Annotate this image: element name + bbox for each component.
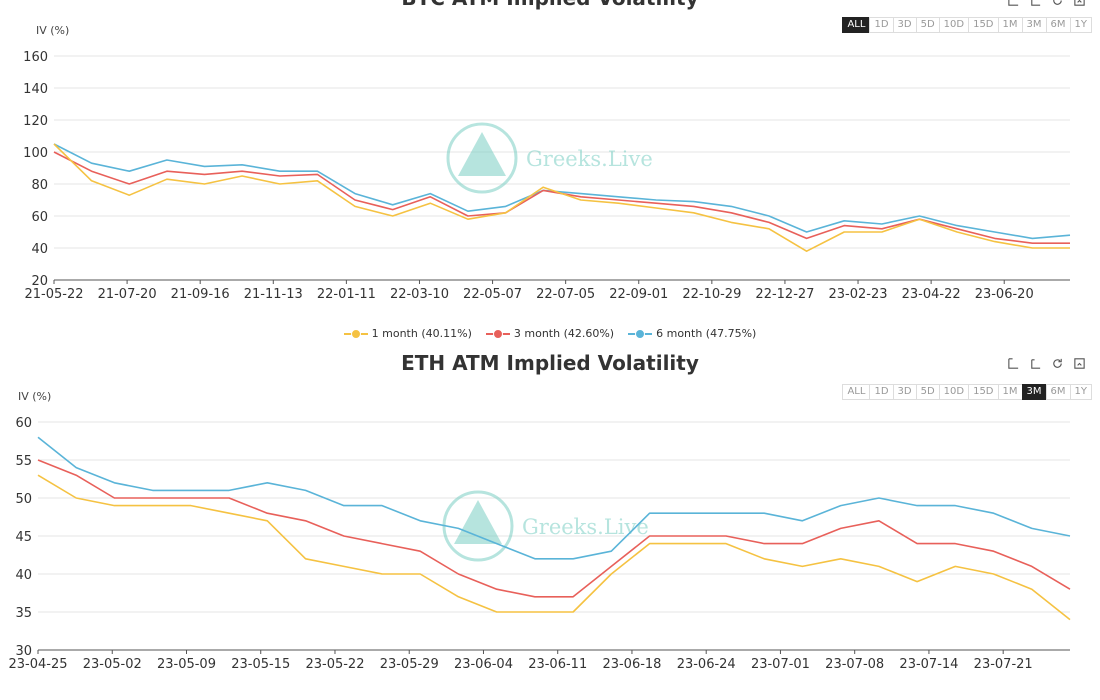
btc-toolbox [1007, 0, 1086, 7]
btc-y-axis-label: IV (%) [36, 24, 70, 37]
y-tick-label: 80 [31, 178, 48, 193]
watermark-text: Greeks.Live [522, 515, 649, 539]
x-tick-label: 23-06-04 [454, 657, 513, 672]
range-button-5d[interactable]: 5D [915, 384, 940, 400]
watermark-ring [446, 122, 518, 194]
y-tick-label: 20 [31, 274, 48, 289]
x-tick-label: 22-05-07 [463, 287, 522, 302]
x-tick-label: 22-03-10 [390, 287, 449, 302]
range-button-1y[interactable]: 1Y [1069, 384, 1092, 400]
x-tick-label: 23-05-29 [380, 657, 439, 672]
btc-chart-title: BTC ATM Implied Volatility [0, 0, 1100, 10]
series-line-1-month [37, 474, 1071, 621]
x-tick-label: 22-07-05 [536, 287, 595, 302]
zoom-reset-icon[interactable] [1029, 357, 1042, 370]
range-button-1y[interactable]: 1Y [1069, 17, 1092, 33]
btc-range-selector: ALL 1D 3D 5D 10D 15D 1M 3M 6M 1Y [842, 17, 1092, 33]
restore-icon[interactable] [1051, 0, 1064, 7]
x-tick-label: 22-10-29 [682, 287, 741, 302]
y-tick-label: 140 [23, 82, 48, 97]
btc-chart-panel: BTC ATM Implied Volatility ALL1D3D5D10D1… [0, 0, 1100, 348]
y-tick-label: 50 [15, 492, 32, 507]
legend-symbol [343, 328, 368, 339]
x-tick-label: 23-06-24 [677, 657, 736, 672]
x-tick-label: 22-01-11 [317, 287, 376, 302]
x-tick-label: 23-07-08 [825, 657, 884, 672]
zoom-icon[interactable] [1007, 0, 1020, 7]
greeks-live-watermark: Greeks.Live [446, 122, 653, 194]
y-tick-label: 30 [15, 644, 32, 659]
x-tick-label: 23-07-01 [751, 657, 810, 672]
x-tick-label: 22-09-01 [609, 287, 668, 302]
series-line-1-month [53, 143, 1070, 252]
y-tick-label: 100 [23, 146, 48, 161]
y-tick-label: 45 [15, 530, 32, 545]
watermark-text: Greeks.Live [526, 147, 653, 171]
y-tick-label: 60 [15, 416, 32, 431]
range-button-6m[interactable]: 6M [1045, 384, 1071, 400]
series-line-6-month [53, 143, 1071, 240]
eth-chart-title: ETH ATM Implied Volatility [401, 351, 699, 375]
x-tick-label: 23-04-22 [902, 287, 961, 302]
x-tick-label: 22-12-27 [755, 287, 814, 302]
legend-item[interactable]: 3 month (42.60%) [485, 327, 615, 340]
save-image-icon[interactable] [1073, 357, 1086, 370]
x-tick-label: 23-04-25 [8, 657, 67, 672]
eth-range-selector: ALL 1D 3D 5D 10D 15D 1M 3M 6M 1Y [842, 384, 1092, 400]
range-button-6m[interactable]: 6M [1045, 17, 1071, 33]
btc-legend: 1 month (40.11%) 3 month (42.60%) 6 month … [0, 327, 1100, 340]
x-tick-label: 21-05-22 [24, 287, 83, 302]
save-image-icon[interactable] [1073, 0, 1086, 7]
zoom-reset-icon[interactable] [1029, 0, 1042, 7]
watermark-triangle-icon [458, 132, 506, 176]
legend-symbol [628, 328, 653, 339]
y-tick-label: 40 [31, 242, 48, 257]
x-tick-label: 23-06-20 [975, 287, 1034, 302]
range-button-1d[interactable]: 1D [869, 17, 894, 33]
watermark-triangle-icon [454, 500, 502, 544]
y-tick-label: 160 [23, 50, 48, 65]
zoom-icon[interactable] [1007, 357, 1020, 370]
x-tick-label: 21-09-16 [171, 287, 230, 302]
x-tick-label: 23-06-11 [528, 657, 587, 672]
x-tick-label: 23-02-23 [829, 287, 888, 302]
x-tick-label: 21-07-20 [98, 287, 157, 302]
x-tick-label: 23-07-14 [899, 657, 958, 672]
legend-symbol [485, 328, 510, 339]
legend-label: 6 month (47.75%) [656, 327, 757, 340]
x-tick-label: 23-07-21 [974, 657, 1033, 672]
x-tick-label: 23-05-22 [305, 657, 364, 672]
legend-item[interactable]: 1 month (40.11%) [343, 327, 472, 340]
restore-icon[interactable] [1051, 357, 1064, 370]
series-line-3-month [37, 459, 1071, 598]
greeks-live-watermark: Greeks.Live [442, 490, 649, 562]
x-tick-label: 21-11-13 [244, 287, 303, 302]
legend-item[interactable]: 6 month (47.75%) [628, 327, 756, 340]
y-tick-label: 60 [31, 210, 48, 225]
eth-toolbox [1007, 357, 1086, 370]
eth-plot-area[interactable]: 30 35 40 45 50 55 60 23-04-25 23-05-02 23-05-09 23… [0, 348, 1100, 700]
y-tick-label: 120 [23, 114, 48, 129]
x-tick-label: 23-05-15 [231, 657, 290, 672]
legend-label: 3 month (42.60%) [513, 327, 615, 340]
y-tick-label: 55 [15, 454, 32, 469]
x-tick-label: 23-06-18 [602, 657, 661, 672]
y-tick-label: 40 [15, 568, 32, 583]
btc-plot-area[interactable]: 20 40 60 80 100 120 140 160 21-05-22 21-07-20 21-0… [0, 0, 1100, 348]
legend-label: 1 month (40.11%) [371, 327, 472, 340]
x-tick-label: 23-05-09 [157, 657, 216, 672]
series-line-6-month [37, 436, 1071, 560]
y-tick-label: 35 [15, 606, 32, 621]
eth-y-axis-label: IV (%) [18, 390, 52, 403]
x-tick-label: 23-05-02 [83, 657, 142, 672]
eth-chart-panel: ETH ATM Implied Volatility ALL 1D 3D 5D 10D 1… [0, 348, 1100, 700]
